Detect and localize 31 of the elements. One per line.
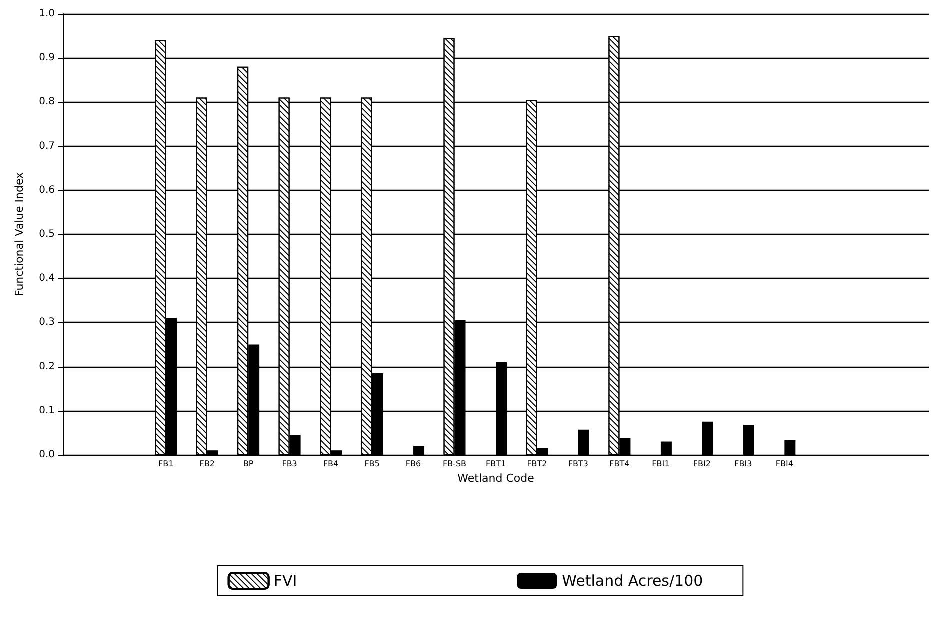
y-tick-label: 0.3: [39, 317, 55, 328]
y-tick-label: 1.0: [39, 8, 55, 20]
y-tick-label: 0.9: [39, 52, 55, 64]
y-tick-label: 0.4: [39, 273, 55, 284]
x-tick-label: FB2: [200, 460, 215, 468]
y-tick-label: 0.1: [39, 405, 55, 416]
x-tick-label: FB3: [282, 460, 298, 468]
x-tick-label: FBT4: [610, 460, 630, 468]
x-tick-label: FB1: [158, 460, 174, 468]
y-tick-label: 0.2: [39, 361, 55, 372]
x-tick-label: BP: [243, 460, 254, 468]
y-tick-label: 0.0: [39, 450, 55, 460]
y-tick-label: 0.7: [39, 140, 55, 152]
legend-label: Wetland Acres/100: [562, 572, 704, 590]
x-tick-label: FBT2: [527, 460, 548, 468]
x-axis-title: Wetland Code: [458, 472, 535, 485]
y-axis-title: Functional Value Index: [13, 172, 26, 297]
x-tick-label: FB5: [364, 460, 380, 468]
x-tick-label: FBI3: [734, 460, 752, 468]
x-tick-label: FB4: [323, 460, 339, 468]
x-tick-label: FBT1: [486, 460, 506, 468]
y-tick-label: 0.8: [39, 96, 55, 108]
x-tick-label: FB-SB: [442, 460, 467, 468]
y-tick-label: 0.6: [39, 184, 55, 196]
x-tick-label: FBI4: [776, 460, 794, 468]
x-tick-label: FBI1: [652, 460, 670, 468]
x-tick-label: FB6: [406, 460, 422, 468]
legend-label: FVI: [274, 572, 298, 590]
x-tick-label: FBT3: [568, 460, 589, 468]
y-tick-label: 0.5: [39, 229, 55, 240]
x-tick-label: FBI2: [693, 460, 711, 468]
